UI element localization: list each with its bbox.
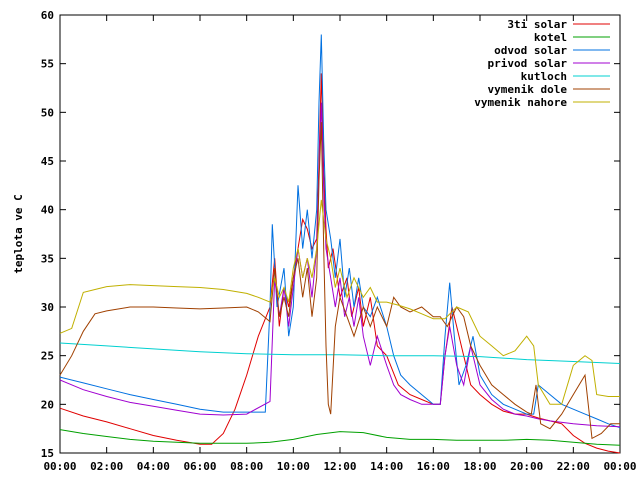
legend-label: vymenik nahore — [474, 96, 567, 109]
x-tick-label: 10:00 — [277, 460, 310, 473]
series-line-vymenik-nahore — [59, 199, 620, 405]
series-line-3ti-solar — [59, 73, 621, 454]
legend-label: odvod solar — [494, 44, 567, 57]
axis-ticks: 15 20 25 30 35 40 45 50 55 60 00:00 02:00 04:00 06:00… — [41, 9, 637, 473]
y-tick-label: 15 — [41, 447, 54, 460]
legend-label: vymenik dole — [488, 83, 568, 96]
y-axis-label: teplota ve C — [12, 194, 25, 273]
x-tick-label: 00:00 — [43, 460, 76, 473]
y-tick-label: 60 — [41, 9, 54, 22]
x-tick-label: 00:00 — [603, 460, 636, 473]
y-tick-label: 30 — [41, 301, 54, 314]
y-tick-label: 20 — [41, 398, 54, 411]
legend-label: 3ti solar — [507, 18, 567, 31]
y-tick-label: 50 — [41, 106, 54, 119]
x-tick-label: 02:00 — [90, 460, 123, 473]
y-tick-label: 40 — [41, 204, 54, 217]
series-line-kutloch — [59, 342, 621, 364]
y-tick-label: 25 — [41, 350, 54, 363]
x-tick-label: 08:00 — [230, 460, 263, 473]
legend-label: privod solar — [488, 57, 568, 70]
legend-label: kotel — [534, 31, 567, 44]
x-tick-label: 18:00 — [463, 460, 496, 473]
y-tick-label: 35 — [41, 252, 54, 265]
series-line-vymenik-dole — [59, 122, 620, 440]
series-line-odvod-solar — [59, 34, 621, 429]
x-tick-label: 16:00 — [417, 460, 450, 473]
x-tick-label: 06:00 — [183, 460, 216, 473]
series-line-privod-solar — [59, 102, 621, 428]
x-tick-label: 22:00 — [557, 460, 590, 473]
y-tick-label: 45 — [41, 155, 54, 168]
series-lines — [59, 34, 621, 454]
y-tick-label: 55 — [41, 58, 54, 71]
x-tick-label: 12:00 — [323, 460, 356, 473]
x-tick-label: 04:00 — [137, 460, 170, 473]
x-tick-label: 14:00 — [370, 460, 403, 473]
series-line-kotel — [59, 429, 621, 446]
x-tick-label: 20:00 — [510, 460, 543, 473]
legend-label: kutloch — [521, 70, 567, 83]
